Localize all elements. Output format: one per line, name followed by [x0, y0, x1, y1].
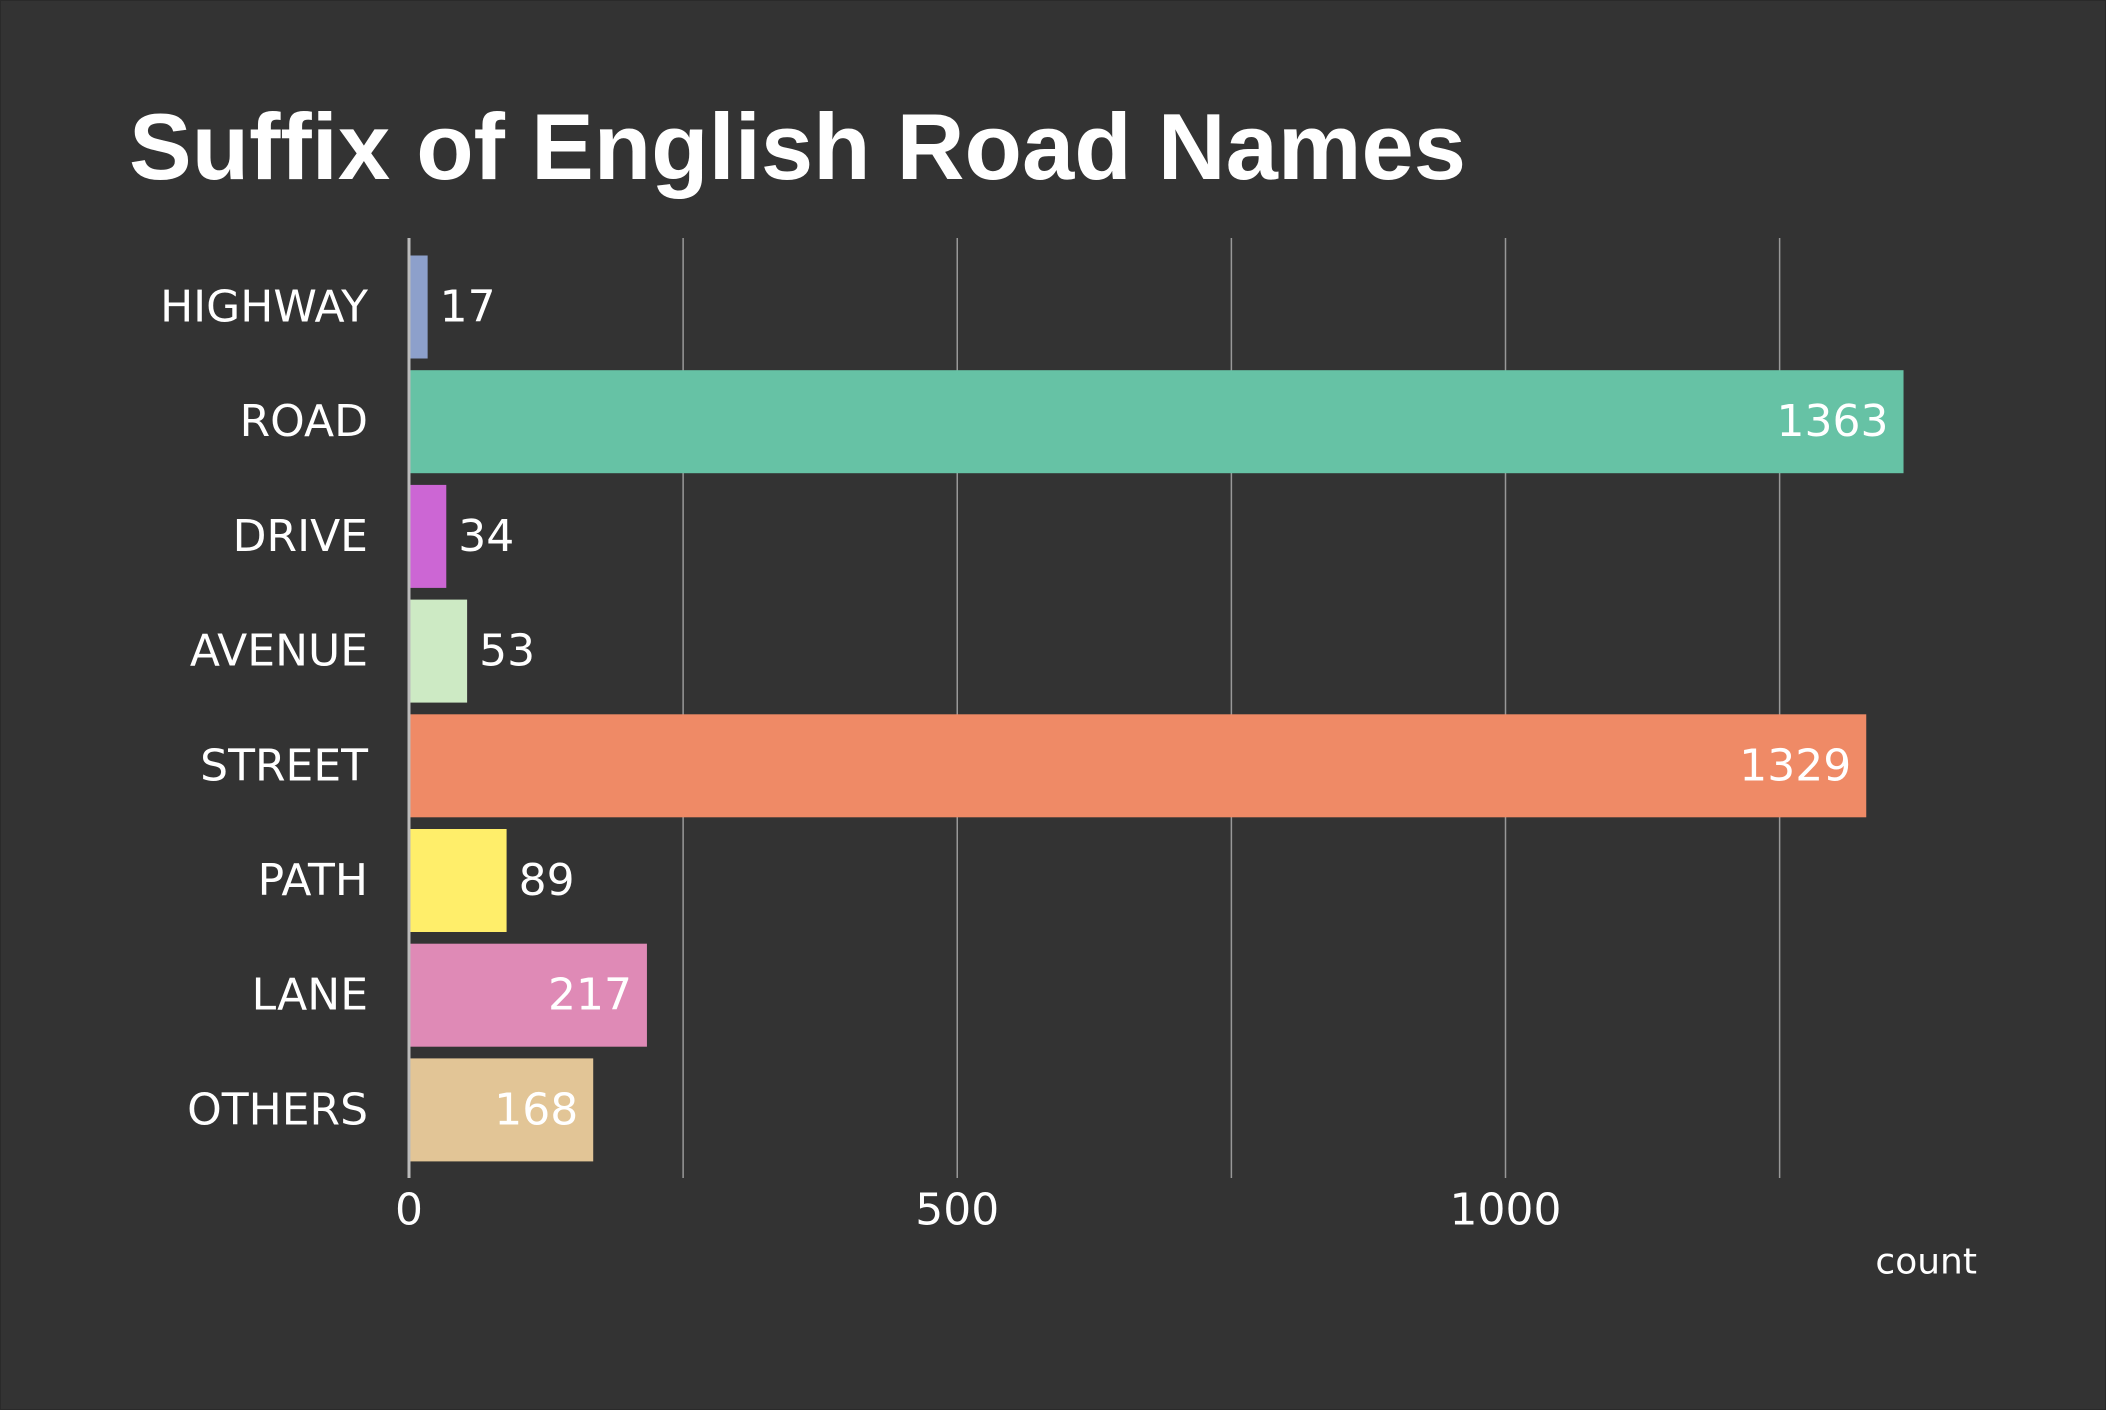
data-label: 89: [519, 855, 575, 906]
y-tick-label: OTHERS: [187, 1084, 368, 1135]
data-label: 217: [548, 970, 632, 1021]
data-label: 168: [494, 1084, 578, 1135]
x-tick-label: 0: [395, 1185, 423, 1236]
bar-others: [409, 1058, 594, 1162]
y-tick-label: LANE: [252, 970, 368, 1021]
bar-lane: [409, 943, 647, 1047]
data-labels: 17 1363 34 53 1329 89 217 168: [440, 282, 1889, 1136]
data-label: 53: [479, 626, 535, 677]
y-tick-label: STREET: [200, 740, 368, 791]
bars: [409, 255, 1904, 1162]
y-tick-label: AVENUE: [190, 626, 368, 677]
y-tick-label: PATH: [258, 855, 368, 906]
chart-title: Suffix of English Road Names: [129, 94, 1467, 199]
y-tick-label: ROAD: [240, 396, 368, 447]
x-tick-label: 500: [915, 1185, 999, 1236]
bar-street: [409, 714, 1867, 818]
bar-path: [409, 829, 507, 932]
data-label: 1329: [1739, 740, 1851, 791]
x-axis-title: count: [1875, 1242, 1977, 1283]
x-tick-label: 1000: [1450, 1185, 1562, 1236]
bar-road: [409, 370, 1904, 474]
data-label: 17: [440, 282, 496, 333]
bar-drive: [409, 484, 447, 588]
y-tick-label: HIGHWAY: [160, 282, 368, 333]
x-tick-labels: 0 500 1000: [395, 1185, 1561, 1236]
data-label: 1363: [1777, 396, 1889, 447]
y-tick-label: DRIVE: [233, 511, 368, 562]
bar-highway: [409, 255, 428, 359]
data-label: 34: [458, 511, 514, 562]
bar-avenue: [409, 599, 468, 703]
y-tick-labels: HIGHWAY ROAD DRIVE AVENUE STREET PATH LANE OTHE…: [160, 282, 368, 1136]
